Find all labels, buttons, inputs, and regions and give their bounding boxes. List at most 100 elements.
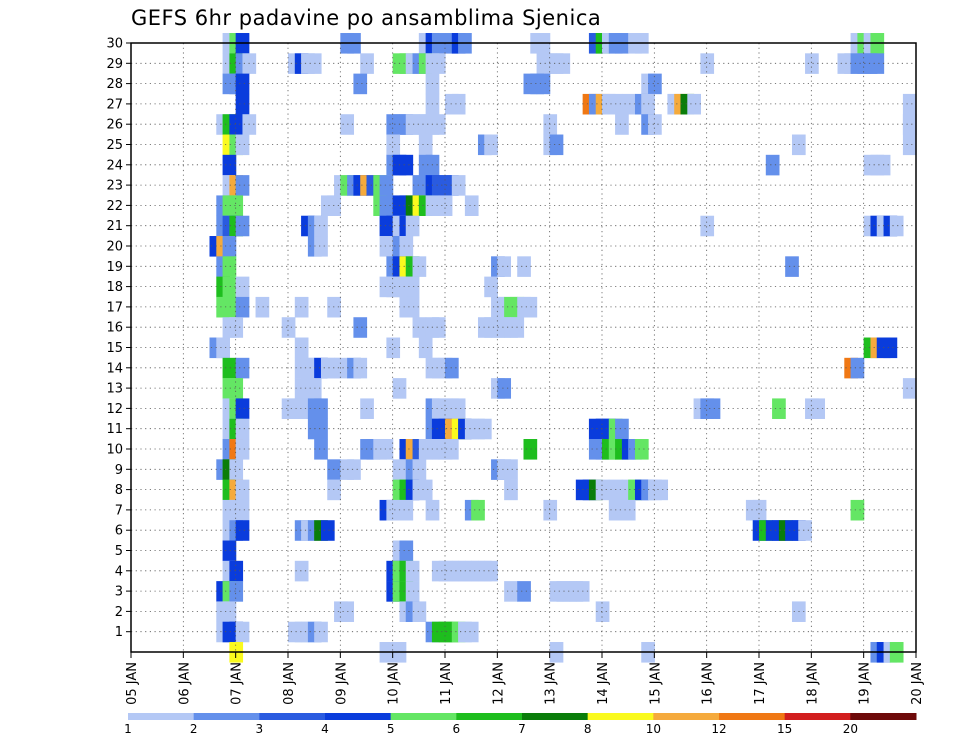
heatmap-cell bbox=[222, 601, 237, 622]
colorbar-label: 2 bbox=[190, 722, 198, 736]
heatmap-cell bbox=[595, 479, 610, 501]
heatmap-cell bbox=[700, 215, 715, 237]
heatmap-cell bbox=[235, 276, 250, 298]
heatmap-cell bbox=[294, 296, 309, 318]
heatmap-cell bbox=[399, 154, 414, 176]
colorbar-swatch bbox=[390, 713, 457, 720]
heatmap-cell bbox=[235, 499, 250, 521]
heatmap-cell bbox=[902, 93, 917, 115]
heatmap-cell bbox=[379, 439, 394, 460]
heatmap-cell bbox=[314, 621, 328, 643]
heatmap-cell bbox=[687, 93, 701, 115]
heatmap-cell bbox=[418, 337, 433, 359]
x-tick-label: 12 JAN bbox=[491, 662, 506, 705]
heatmap-cell bbox=[235, 175, 250, 196]
heatmap-cell bbox=[445, 439, 459, 460]
x-tick-label: 14 JAN bbox=[596, 662, 611, 705]
heatmap-cell bbox=[216, 337, 230, 359]
heatmap-cell bbox=[412, 601, 427, 622]
colorbar-label: 4 bbox=[321, 722, 329, 736]
heatmap-cell bbox=[229, 459, 244, 480]
x-tick-label: 06 JAN bbox=[177, 662, 192, 705]
heatmap-cells bbox=[209, 33, 917, 663]
heatmap-cell bbox=[340, 114, 355, 135]
heatmap-cell bbox=[517, 256, 531, 277]
heatmap-cell bbox=[320, 520, 335, 541]
y-tick-label: 10 bbox=[106, 443, 123, 458]
heatmap-cell bbox=[464, 195, 479, 216]
heatmap-cell bbox=[902, 114, 917, 135]
heatmap-cell bbox=[222, 154, 237, 176]
heatmap-cell bbox=[340, 601, 355, 622]
heatmap-cell bbox=[222, 256, 237, 277]
heatmap-cell bbox=[235, 418, 250, 440]
heatmap-cell bbox=[405, 581, 420, 602]
heatmap-cell bbox=[431, 114, 446, 135]
x-tick-label: 05 JAN bbox=[125, 662, 140, 705]
heatmap-cell bbox=[497, 378, 512, 399]
x-tick-label: 07 JAN bbox=[230, 662, 245, 705]
heatmap-cell bbox=[379, 236, 394, 257]
colorbar-swatch bbox=[522, 713, 589, 720]
heatmap-cell bbox=[523, 439, 538, 460]
heatmap-cell bbox=[399, 499, 414, 521]
x-tick-label: 09 JAN bbox=[334, 662, 349, 705]
heatmap-cell bbox=[706, 398, 721, 419]
heatmap-cell bbox=[314, 215, 328, 237]
colorbar-swatch bbox=[587, 713, 654, 720]
heatmap-cell bbox=[765, 154, 780, 176]
colorbar-label: 3 bbox=[256, 722, 264, 736]
x-tick-label: 17 JAN bbox=[753, 662, 768, 705]
x-tick-label: 18 JAN bbox=[805, 662, 820, 705]
heatmap-cell bbox=[648, 73, 662, 95]
y-tick-label: 7 bbox=[115, 503, 123, 518]
heatmap-cell bbox=[497, 256, 512, 277]
heatmap-cell bbox=[451, 93, 466, 115]
heatmap-cell bbox=[517, 581, 531, 602]
heatmap-cell bbox=[399, 540, 414, 562]
colorbar-swatch bbox=[325, 713, 392, 720]
y-tick-label: 18 bbox=[106, 280, 123, 295]
colorbar-swatch bbox=[850, 713, 917, 720]
colorbar-swatch bbox=[259, 713, 326, 720]
y-tick-label: 27 bbox=[106, 97, 123, 112]
heatmap-cell bbox=[386, 134, 401, 156]
heatmap-cell bbox=[314, 439, 328, 460]
heatmap-cell bbox=[334, 357, 348, 379]
heatmap-cell bbox=[353, 317, 368, 338]
colorbar-label: 10 bbox=[646, 722, 661, 736]
y-tick-label: 16 bbox=[106, 321, 123, 336]
heatmap-cell bbox=[235, 520, 250, 541]
y-tick-label: 9 bbox=[115, 463, 123, 478]
heatmap-cell bbox=[621, 93, 636, 115]
heatmap-cell bbox=[314, 398, 328, 419]
heatmap-cell bbox=[850, 357, 865, 379]
y-tick-label: 4 bbox=[115, 564, 123, 579]
heatmap-cell bbox=[235, 134, 250, 156]
heatmap-cell bbox=[412, 256, 427, 277]
heatmap-cell bbox=[418, 479, 433, 501]
heatmap-cell bbox=[235, 93, 250, 115]
heatmap-cell bbox=[405, 560, 420, 582]
y-tick-label: 25 bbox=[106, 138, 123, 153]
y-tick-label: 26 bbox=[106, 118, 123, 133]
heatmap-cell bbox=[281, 317, 296, 338]
y-tick-label: 28 bbox=[106, 77, 123, 92]
heatmap-cell bbox=[229, 114, 244, 135]
heatmap-cell bbox=[484, 134, 498, 156]
colorbar-label: 5 bbox=[387, 722, 395, 736]
heatmap-cell bbox=[445, 357, 459, 379]
heatmap-cell bbox=[405, 276, 420, 298]
x-tick-label: 13 JAN bbox=[544, 662, 559, 705]
heatmap-cell bbox=[399, 236, 414, 257]
heatmap-cell bbox=[235, 215, 250, 237]
heatmap-cell bbox=[752, 499, 767, 521]
y-tick-label: 30 bbox=[106, 37, 123, 52]
heatmap-cell bbox=[229, 317, 244, 338]
heatmap-cell bbox=[379, 175, 394, 196]
colorbar-swatch bbox=[456, 713, 523, 720]
heatmap-cell bbox=[229, 581, 244, 602]
heatmap-cell bbox=[785, 256, 799, 277]
heatmap-cell bbox=[314, 236, 328, 257]
